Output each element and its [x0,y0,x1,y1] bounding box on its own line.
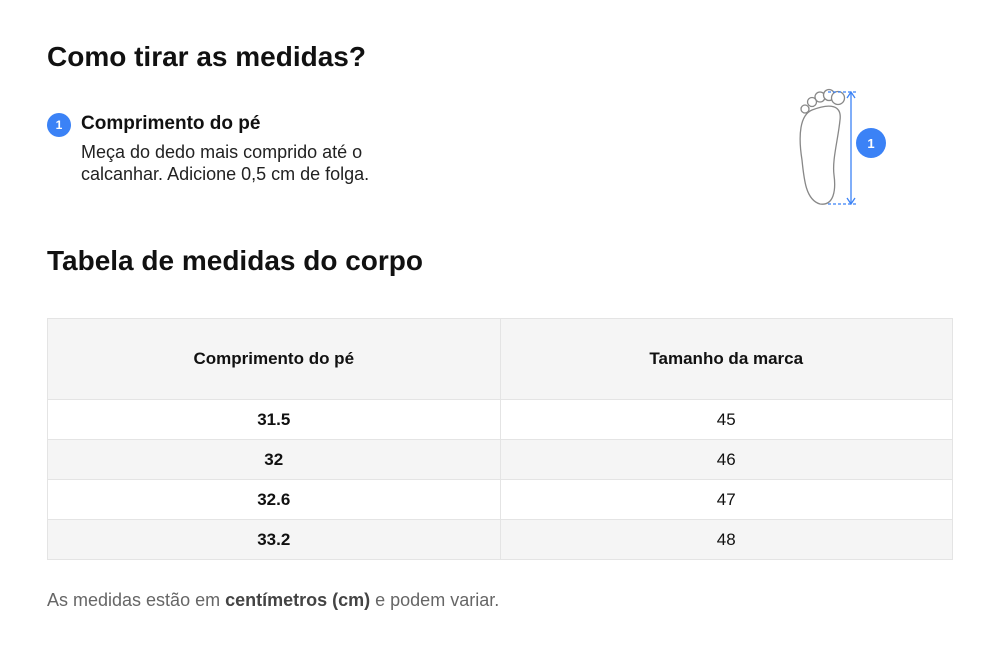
cell: 31.5 [47,399,501,440]
header-row: Comprimento do pé Tamanho da marca [47,318,953,400]
footer-text: e podem variar. [370,590,500,610]
cell: 45 [499,399,953,440]
table-row: 32.6 47 [47,479,953,520]
measure-line [828,90,856,206]
step-text-line: calcanhar. Adicione 0,5 cm de folga. [81,164,370,184]
step-number: 1 [47,113,71,137]
column-header: Comprimento do pé [47,318,501,400]
cell: 46 [499,439,953,480]
column-header: Tamanho da marca [499,318,953,400]
table-row: 31.5 45 [47,399,953,440]
cell: 32 [47,439,501,480]
footer-note: As medidas estão em centímetros (cm) e p… [47,590,499,611]
page-title: Como tirar as medidas? [47,41,366,72]
table-title: Tabela de medidas do corpo [47,245,424,276]
cell: 48 [499,519,953,560]
step-text: Meça do dedo mais comprido até o calcanh… [81,141,369,185]
table-row: 32 46 [47,439,953,480]
foot-illustration [799,88,856,206]
cell: 33.2 [47,519,501,560]
size-table: Comprimento do pé Tamanho da marca 31.5 … [47,318,953,560]
illustration-marker: 1 [856,128,886,158]
footer-emphasis: centímetros (cm) [225,590,371,610]
cell: 32.6 [47,479,501,520]
cell: 47 [499,479,953,520]
foot-outline [799,88,846,205]
step-text-line: Meça do dedo mais comprido até o [81,142,363,162]
table-row: 33.2 48 [47,519,953,560]
footer-text: As medidas estão em [47,590,226,610]
step-title: Comprimento do pé [81,113,261,134]
